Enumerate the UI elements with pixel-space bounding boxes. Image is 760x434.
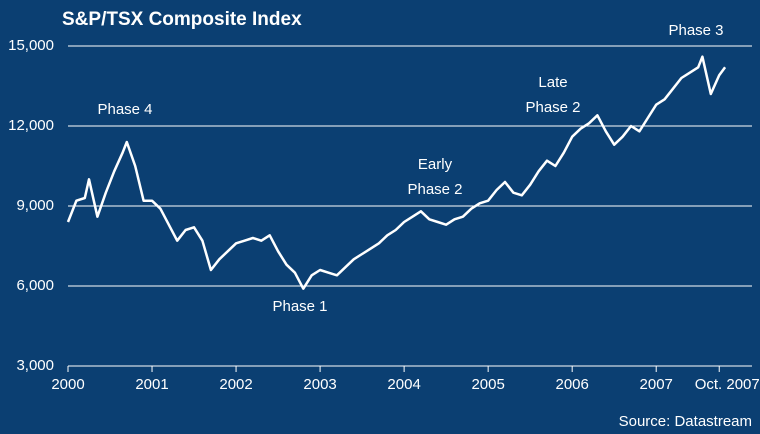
annotation: Early bbox=[418, 156, 453, 173]
x-tick-label: 2007 bbox=[640, 376, 673, 393]
x-tick-label: 2000 bbox=[51, 376, 84, 393]
index-line bbox=[66, 55, 727, 290]
y-tick-label: 15,000 bbox=[8, 37, 54, 54]
x-tick-label: Oct. 2007 bbox=[695, 376, 760, 393]
x-tick-label: 2005 bbox=[471, 376, 504, 393]
y-tick-label: 3,000 bbox=[16, 357, 54, 374]
x-tick-label: 2006 bbox=[555, 376, 588, 393]
y-tick-label: 9,000 bbox=[16, 197, 54, 214]
annotation: Phase 3 bbox=[668, 22, 723, 39]
annotation: Phase 2 bbox=[525, 99, 580, 116]
annotation: Phase 1 bbox=[272, 298, 327, 315]
x-tick-label: 2002 bbox=[219, 376, 252, 393]
annotation: Phase 4 bbox=[97, 101, 152, 118]
x-tick-label: 2003 bbox=[303, 376, 336, 393]
annotation: Late bbox=[538, 74, 567, 91]
y-tick-label: 6,000 bbox=[16, 277, 54, 294]
y-tick-label: 12,000 bbox=[8, 117, 54, 134]
source-note: Source: Datastream bbox=[619, 413, 752, 430]
annotation: Phase 2 bbox=[407, 181, 462, 198]
x-tick-label: 2004 bbox=[387, 376, 420, 393]
x-tick-label: 2001 bbox=[135, 376, 168, 393]
chart-title: S&P/TSX Composite Index bbox=[62, 9, 302, 30]
